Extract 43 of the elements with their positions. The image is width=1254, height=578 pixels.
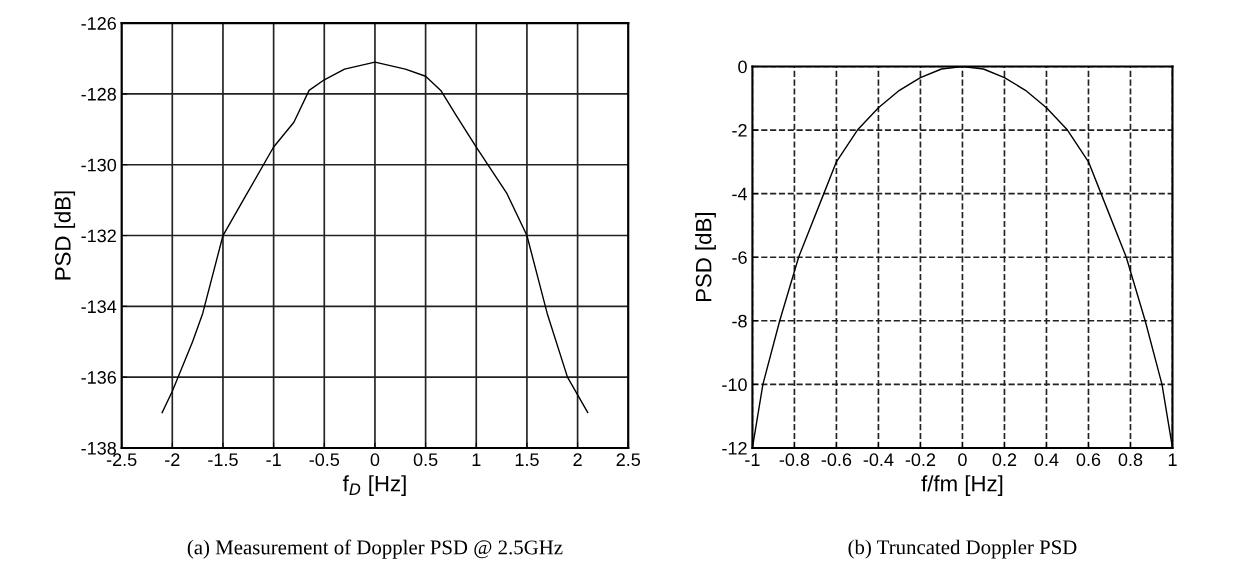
x-tick-label: 0.4 bbox=[1034, 453, 1059, 467]
x-tick-label: 1 bbox=[472, 453, 481, 466]
y-tick-label: -12 bbox=[722, 441, 747, 455]
x-tick-label: -0.4 bbox=[863, 453, 894, 467]
x-tick-label: -2.5 bbox=[106, 453, 137, 467]
y-tick-label: -136 bbox=[81, 371, 116, 384]
x-tick-label: 0.2 bbox=[992, 453, 1017, 467]
x-axis-title: f/fm [Hz] bbox=[921, 475, 1003, 496]
y-tick-label: -132 bbox=[81, 229, 116, 243]
y-tick-label: -128 bbox=[81, 87, 116, 101]
y-tick-label: -10 bbox=[722, 378, 747, 392]
x-tick-label: -0.2 bbox=[905, 453, 936, 467]
y-tick-label: -130 bbox=[81, 158, 117, 172]
y-axis-title: PSD [dB] bbox=[695, 213, 716, 302]
x-tick-label: 1.5 bbox=[515, 453, 539, 467]
y-tick-label: -126 bbox=[81, 17, 116, 30]
y-tick-label: -6 bbox=[732, 251, 747, 264]
x-tick-label: -0.5 bbox=[309, 453, 340, 467]
y-tick-label: -8 bbox=[732, 314, 747, 328]
y-tick-label: -134 bbox=[81, 300, 117, 314]
x-tick-label: 0 bbox=[370, 453, 380, 467]
y-axis-title: PSD [dB] bbox=[54, 191, 76, 280]
y-tick-label: 0 bbox=[738, 60, 747, 74]
y-tick-label: -2 bbox=[732, 123, 747, 137]
y-tick-label: -4 bbox=[732, 187, 748, 201]
x-tick-label: -0.8 bbox=[779, 453, 810, 467]
x-tick-label: 1 bbox=[1168, 453, 1177, 466]
x-tick-label: 0 bbox=[958, 453, 967, 467]
x-axis-title: f$_{D}$ [Hz] bbox=[342, 475, 406, 496]
text: (a) Measurement of Doppler PSD @ 2.5GHz bbox=[187, 539, 563, 559]
x-tick-label: 2.5 bbox=[616, 453, 641, 467]
x-tick-label: -1.5 bbox=[208, 453, 238, 467]
text: (b) Truncated Doppler PSD bbox=[848, 539, 1077, 559]
y-tick-label: -138 bbox=[81, 441, 116, 455]
x-tick-label: 0.5 bbox=[413, 453, 438, 467]
x-tick-label: 0.6 bbox=[1076, 453, 1101, 467]
x-tick-label: 0.8 bbox=[1118, 453, 1143, 467]
x-tick-label: -0.6 bbox=[821, 453, 852, 467]
x-tick-label: 2 bbox=[573, 453, 582, 466]
x-tick-label: -1 bbox=[745, 453, 760, 466]
line-series bbox=[161, 61, 589, 414]
x-tick-label: -2 bbox=[165, 453, 180, 466]
x-tick-label: -1 bbox=[266, 453, 281, 466]
